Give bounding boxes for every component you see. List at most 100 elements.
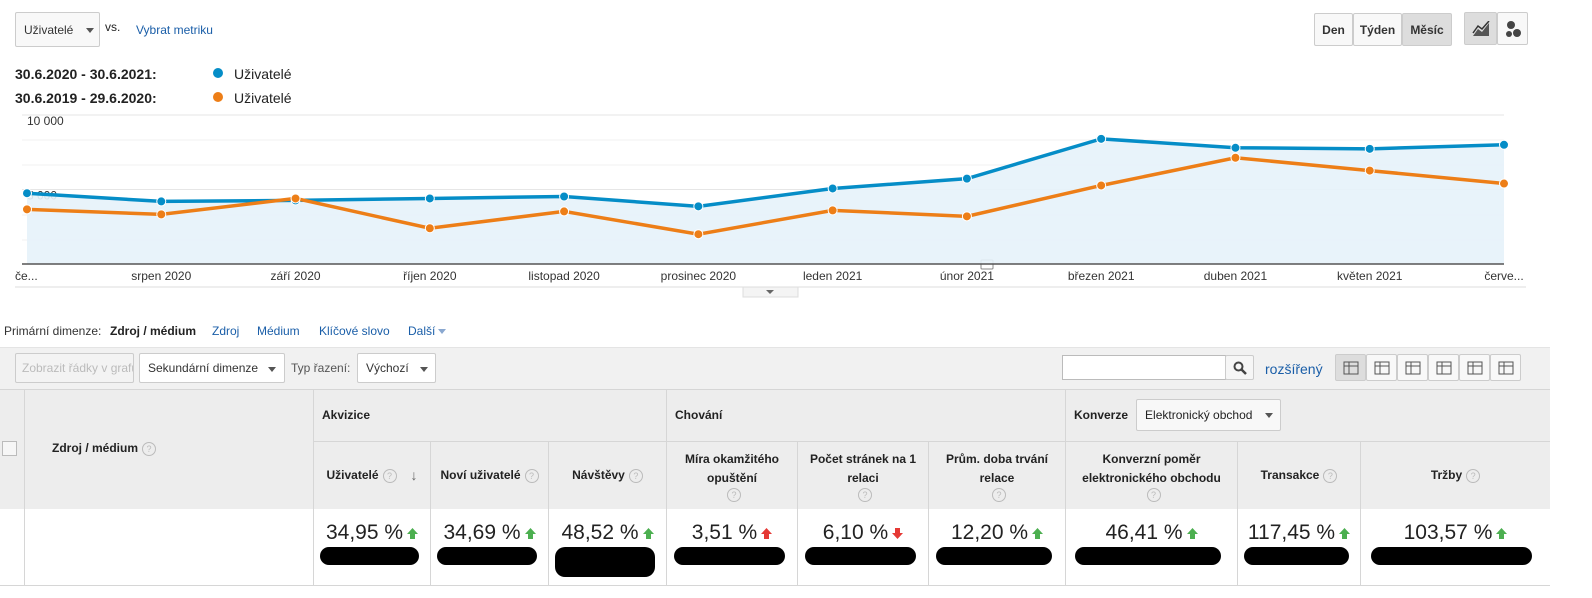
value-cell: 3,51 % <box>666 509 797 585</box>
x-tick-label: březen 2021 <box>1068 269 1135 283</box>
metric-select[interactable]: Uživatelé <box>15 12 100 47</box>
x-tick-label: listopad 2020 <box>528 269 600 283</box>
redaction <box>1074 547 1221 565</box>
plot-rows-button[interactable]: Zobrazit řádky v grafu <box>15 353 134 383</box>
conversion-select-label: Elektronický obchod <box>1145 407 1253 422</box>
caret <box>1265 413 1274 418</box>
value: 117,45 % <box>1247 521 1336 544</box>
bubble-icon <box>1505 20 1521 37</box>
help-icon: ? <box>382 468 397 483</box>
group-header: Konverze Elektronický obchod <box>1065 389 1550 442</box>
conversion-select[interactable]: Elektronický obchod <box>1136 399 1282 431</box>
help-icon: ? <box>628 468 643 483</box>
data-point <box>424 223 435 234</box>
data-point <box>290 193 301 204</box>
caret <box>420 367 428 372</box>
column-header[interactable]: Tržby? <box>1360 442 1550 509</box>
redaction <box>935 547 1053 565</box>
column-name: Noví uživatelé <box>440 468 521 482</box>
column-name: Míra okamžitého opuštění <box>684 451 780 485</box>
caret <box>268 367 276 372</box>
motion-chart-toggle[interactable] <box>1497 12 1528 45</box>
view-button[interactable] <box>1335 354 1366 381</box>
dimension-option[interactable]: Další <box>408 324 436 338</box>
view-button[interactable] <box>1366 354 1397 381</box>
search-button[interactable] <box>1225 355 1254 380</box>
value: 3,51 % <box>691 521 758 544</box>
trend-arrow <box>1186 521 1198 545</box>
trend-icon <box>761 528 773 539</box>
column-header[interactable]: Míra okamžitého opuštění? <box>666 442 797 509</box>
data-point <box>559 191 570 202</box>
trend-icon <box>524 528 536 539</box>
trend-arrow <box>1032 521 1044 545</box>
trend-arrow <box>1496 521 1508 545</box>
column-name: Tržby <box>1430 468 1463 482</box>
line-chart-toggle[interactable] <box>1464 12 1497 45</box>
divider <box>24 389 25 585</box>
trend-arrow <box>407 521 419 545</box>
trend-arrow <box>761 521 773 545</box>
group-header: Chování <box>666 389 1065 442</box>
column-header[interactable]: Návštěvy? <box>548 442 666 509</box>
data-point <box>22 204 32 215</box>
column-header[interactable]: Uživatelé? ↓ <box>313 442 430 509</box>
column-header[interactable]: Počet stránek na 1 relaci? <box>797 442 928 509</box>
search-input[interactable] <box>1062 355 1226 380</box>
dimension-option[interactable]: Zdroj / médium <box>110 324 197 338</box>
trend-icon <box>1339 528 1351 539</box>
data-point <box>1096 133 1107 144</box>
period-button[interactable]: Měsíc <box>1402 13 1452 46</box>
data-point <box>156 196 167 207</box>
line-icon <box>1471 20 1490 36</box>
sort-type-label: Typ řazení: <box>291 361 351 375</box>
value-wrap: 34,69 % <box>431 513 548 553</box>
value-wrap: 12,20 % <box>929 513 1065 553</box>
y-tick-label: 10 000 <box>27 114 64 128</box>
value-wrap: 48,52 % <box>549 513 666 553</box>
dimension-option[interactable]: Médium <box>257 324 300 338</box>
help-icon: ? <box>858 487 872 502</box>
column-header[interactable]: Konverzní poměr elektronického obchodu? <box>1065 442 1237 509</box>
x-tick-label: červe... <box>1484 269 1523 283</box>
x-tick-label: leden 2021 <box>803 269 863 283</box>
period-button[interactable]: Týden <box>1353 13 1402 46</box>
secondary-dimension-select[interactable]: Sekundární dimenze <box>139 353 285 383</box>
column-header[interactable]: Prům. doba trvání relace? <box>928 442 1065 509</box>
x-tick-label: říjen 2020 <box>403 269 457 283</box>
dimension-option[interactable]: Zdroj <box>212 324 240 338</box>
advanced-link[interactable]: rozšířený <box>1265 361 1323 377</box>
x-tick-label: prosinec 2020 <box>661 269 737 283</box>
trend-icon <box>1032 528 1044 539</box>
dimension-option[interactable]: Klíčové slovo <box>319 324 390 338</box>
value-cell: 6,10 % <box>797 509 928 585</box>
value: 12,20 % <box>950 521 1029 544</box>
value-cell: 117,45 % <box>1237 509 1360 585</box>
view-button[interactable] <box>1397 354 1428 381</box>
value-wrap: 6,10 % <box>798 513 928 553</box>
value: 34,95 % <box>325 521 404 544</box>
column-header[interactable]: Transakce? <box>1237 442 1360 509</box>
period-button[interactable]: Den <box>1314 13 1353 46</box>
help-icon: ? <box>142 441 157 456</box>
sort-select[interactable]: Výchozí <box>357 353 436 383</box>
pick-metric-link[interactable]: Vybrat metriku <box>136 23 213 37</box>
primary-dimension-label: Primární dimenze: <box>4 324 102 338</box>
data-point <box>1230 142 1241 153</box>
data-point <box>1364 165 1375 176</box>
help-icon: ? <box>992 487 1006 502</box>
value-wrap: 3,51 % <box>667 513 797 553</box>
column-name: Prům. doba trvání relace <box>945 451 1049 485</box>
series-area <box>27 138 1504 264</box>
redaction <box>555 547 656 577</box>
view-button[interactable] <box>1428 354 1459 381</box>
column-header[interactable]: Noví uživatelé? <box>430 442 548 509</box>
value: 6,10 % <box>822 521 889 544</box>
sort-arrow: ↓ <box>410 467 418 483</box>
view-button[interactable] <box>1459 354 1490 381</box>
legend-period: 30.6.2019 - 29.6.2020: <box>15 90 157 106</box>
view-button[interactable] <box>1490 354 1521 381</box>
row-checkbox[interactable] <box>2 441 17 456</box>
view-icon <box>1343 361 1358 374</box>
value-wrap: 103,57 % <box>1361 513 1550 553</box>
